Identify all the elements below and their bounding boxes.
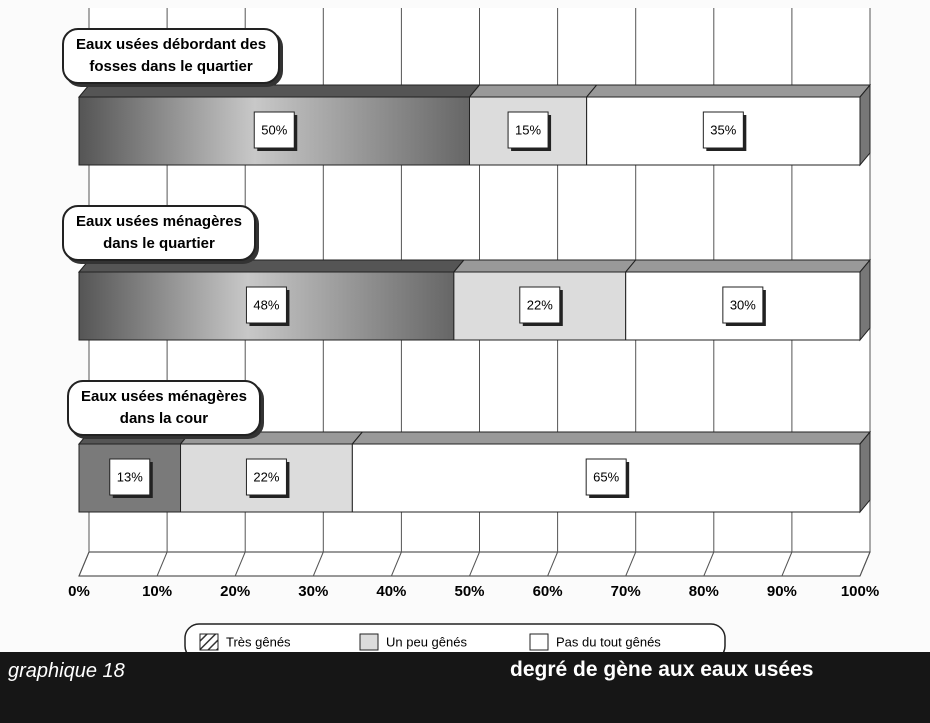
floor-grid-line (547, 551, 559, 577)
x-tick-label: 10% (142, 583, 172, 600)
bar-side (859, 430, 871, 514)
floor-grid-line (78, 551, 90, 577)
value-label: 35% (710, 122, 736, 137)
value-label-box (253, 111, 295, 149)
footer: graphique 18 degré de gène aux eaux usée… (0, 652, 930, 723)
value-label: 48% (253, 297, 279, 312)
x-tick-label: 40% (376, 583, 406, 600)
bar-side (859, 258, 871, 342)
floor-grid-line (703, 551, 715, 577)
bar-top (77, 259, 465, 273)
bar-top (585, 84, 872, 98)
bar-top (77, 84, 481, 98)
footer-left: graphique 18 (8, 660, 125, 682)
bar-side (859, 83, 871, 167)
x-tick-label: 0% (68, 583, 90, 600)
value-label-box (109, 458, 151, 496)
x-tick-label: 100% (841, 583, 879, 600)
value-label: 22% (527, 297, 553, 312)
value-label-box (245, 458, 287, 496)
legend-label: Un peu gênés (386, 634, 467, 649)
x-tick-label: 70% (611, 583, 641, 600)
value-label: 15% (515, 122, 541, 137)
value-label: 30% (730, 297, 756, 312)
category-label: Eaux usées ménagères dans le quartier (62, 205, 256, 261)
floor-grid-line (781, 551, 793, 577)
x-tick-label: 30% (298, 583, 328, 600)
footer-right: degré de gène aux eaux usées (510, 658, 814, 681)
legend-box (184, 623, 726, 652)
bar-top (351, 431, 872, 445)
bar-top (452, 259, 637, 273)
bar-top (624, 259, 872, 273)
legend-swatch (199, 633, 219, 651)
floor-grid-line (625, 551, 637, 577)
value-label-box (245, 286, 287, 324)
x-tick-label: 80% (689, 583, 719, 600)
floor-grid-line (469, 551, 480, 577)
floor-grid-line (390, 551, 402, 577)
value-label: 13% (117, 469, 143, 484)
legend-label: Pas du tout gênés (556, 634, 661, 649)
floor-grid-line (312, 551, 324, 577)
value-label-box (722, 286, 764, 324)
value-label-box (507, 111, 549, 149)
category-label: Eaux usées ménagères dans la cour (67, 380, 261, 436)
value-label-box (585, 458, 627, 496)
floor-grid-line (234, 551, 246, 577)
chart: 0% 10% 20% 30% 40% 50% 60% 70% 80% 90% 100% 50% 15% 3… (68, 8, 879, 652)
x-tick-label: 90% (767, 583, 797, 600)
value-label: 22% (253, 469, 279, 484)
legend-swatch (359, 633, 379, 651)
legend-swatch (529, 633, 549, 651)
value-label: 65% (593, 469, 619, 484)
x-tick-label: 20% (220, 583, 250, 600)
value-label-box (519, 286, 561, 324)
bar (78, 443, 182, 513)
value-label: 50% (261, 122, 287, 137)
floor-grid-line (156, 551, 168, 577)
x-tick-label: 60% (533, 583, 563, 600)
floor-grid-line (859, 551, 871, 577)
bar-top (468, 84, 598, 98)
category-label: Eaux usées débordant des fosses dans le … (62, 28, 281, 84)
value-label-box (702, 111, 744, 149)
x-tick-label: 50% (454, 583, 484, 600)
legend-label: Très gênés (226, 634, 291, 649)
